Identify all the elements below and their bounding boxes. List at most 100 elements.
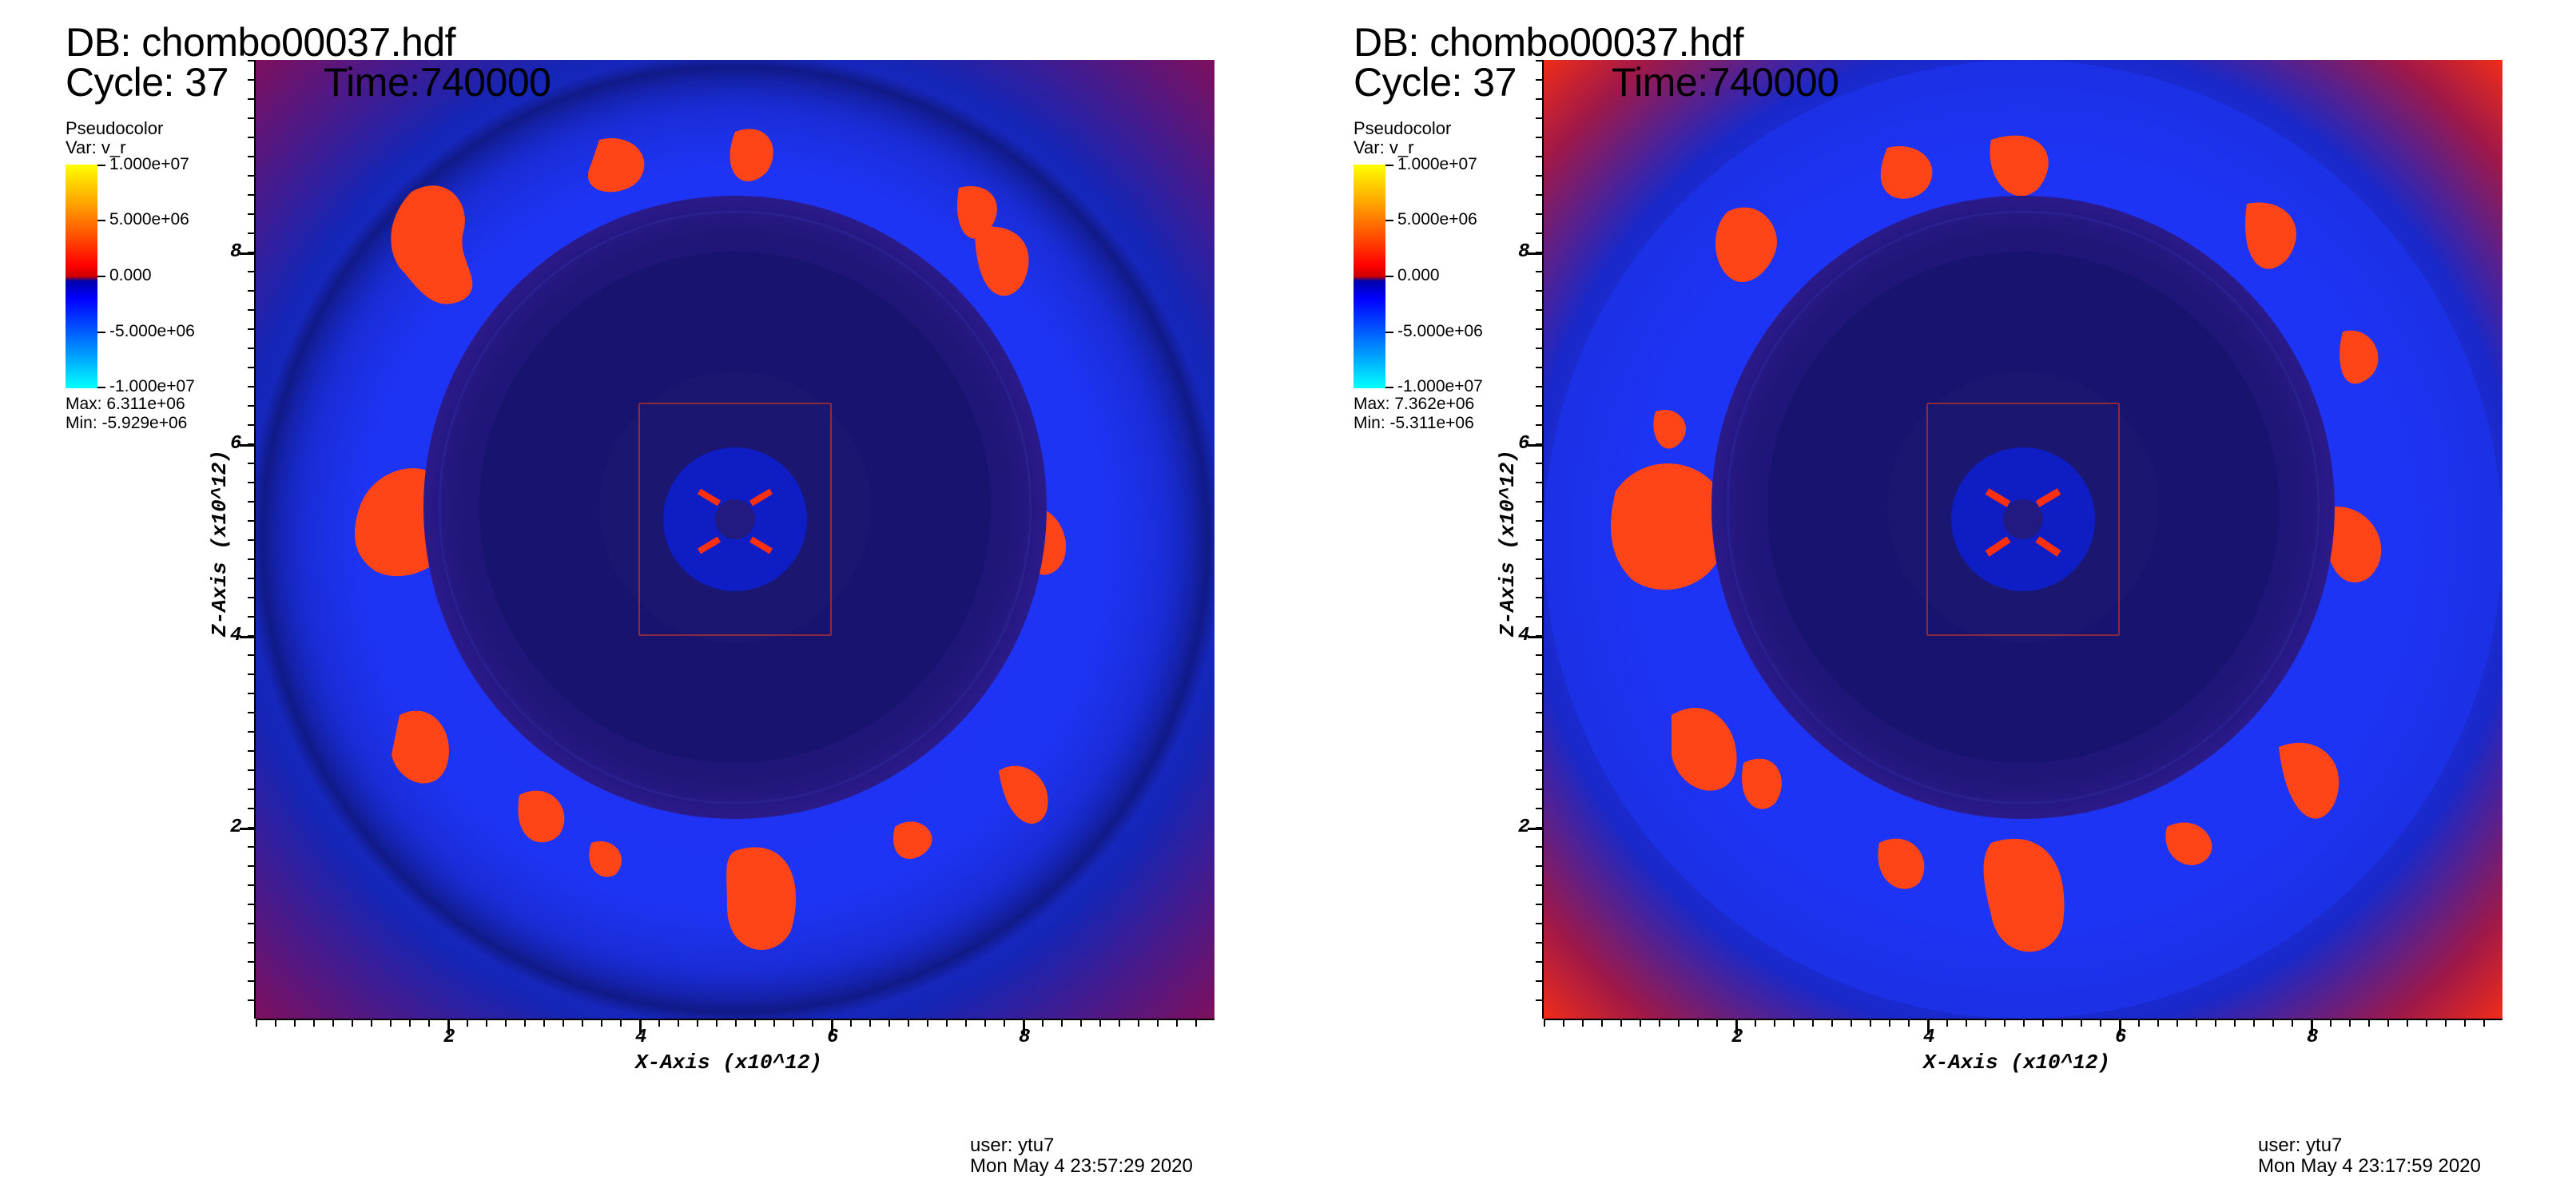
x-minor-tick [1195, 1020, 1197, 1027]
x-minor-tick [1812, 1020, 1814, 1027]
x-minor-tick [1640, 1020, 1641, 1027]
colorbar-label: 5.000e+06 [109, 210, 189, 228]
x-minor-tick [1023, 1020, 1024, 1027]
x-minor-tick [927, 1020, 928, 1027]
y-minor-tick [1536, 865, 1542, 867]
x-minor-tick [409, 1020, 411, 1027]
date-label: Mon May 4 23:57:29 2020 [970, 1155, 1193, 1177]
simulation-image [1544, 60, 2502, 1019]
y-minor-tick [248, 156, 254, 157]
y-tick [240, 828, 254, 830]
colorbar-label: -5.000e+06 [109, 322, 195, 340]
x-minor-tick [1870, 1020, 1871, 1027]
x-minor-tick [793, 1020, 794, 1027]
x-tick [831, 1020, 833, 1035]
y-minor-tick [248, 865, 254, 867]
x-tick [447, 1020, 450, 1035]
x-minor-tick [505, 1020, 507, 1027]
y-tick [240, 636, 254, 638]
y-minor-tick [1536, 137, 1542, 138]
x-minor-tick [1831, 1020, 1833, 1027]
y-minor-tick [1536, 424, 1542, 426]
x-minor-tick [1099, 1020, 1101, 1027]
x-minor-tick [1157, 1020, 1159, 1027]
x-minor-tick [2004, 1020, 2006, 1027]
x-minor-tick [869, 1020, 871, 1027]
y-minor-tick [1536, 616, 1542, 618]
y-minor-tick [1536, 789, 1542, 790]
colorbar-label: 1.000e+07 [109, 155, 189, 173]
y-minor-tick [1536, 482, 1542, 483]
db-title: DB: chombo00037.hdf [1354, 20, 1744, 65]
colorbar-label: -1.000e+07 [109, 377, 195, 395]
x-minor-tick [1061, 1020, 1063, 1027]
x-minor-tick [2292, 1020, 2293, 1027]
min-value: Min: -5.311e+06 [1354, 414, 1474, 432]
colorbar-label: 5.000e+06 [1397, 210, 1477, 228]
x-minor-tick [447, 1020, 449, 1027]
legend-var: Var: v_r [1354, 137, 1414, 157]
y-minor-tick [1536, 693, 1542, 694]
y-minor-tick [248, 616, 254, 618]
colorbar-tick [97, 332, 105, 333]
x-minor-tick [1080, 1020, 1082, 1027]
max-value: Max: 6.311e+06 [66, 395, 185, 413]
x-minor-tick [543, 1020, 545, 1027]
x-minor-tick [1927, 1020, 1929, 1027]
colorbar-tick [97, 276, 105, 277]
x-minor-tick [1735, 1020, 1737, 1027]
y-minor-tick [248, 980, 254, 982]
user-label: user: ytu7 [2258, 1134, 2343, 1156]
x-minor-tick [2311, 1020, 2312, 1027]
y-tick-label: 8 [1518, 241, 1530, 263]
x-minor-tick [888, 1020, 890, 1027]
y-minor-tick [248, 635, 254, 637]
y-minor-tick [248, 175, 254, 177]
user-label: user: ytu7 [970, 1134, 1055, 1156]
colorbar-label: 0.000 [1397, 266, 1440, 284]
y-minor-tick [248, 271, 254, 272]
y-minor-tick [1536, 405, 1542, 407]
x-minor-tick [1119, 1020, 1120, 1027]
x-minor-tick [908, 1020, 909, 1027]
y-minor-tick [1536, 98, 1542, 100]
y-minor-tick [248, 673, 254, 675]
x-minor-tick [486, 1020, 487, 1027]
x-tick [2119, 1020, 2121, 1035]
x-minor-tick [1889, 1020, 1890, 1027]
x-minor-tick [563, 1020, 564, 1027]
x-minor-tick [831, 1020, 833, 1027]
x-minor-tick [2081, 1020, 2082, 1027]
x-minor-tick [1544, 1020, 1545, 1027]
x-minor-tick [735, 1020, 737, 1027]
y-tick [240, 444, 254, 447]
time-label: Time:740000 [1612, 60, 1839, 105]
x-minor-tick [2253, 1020, 2255, 1027]
y-minor-tick [1536, 999, 1542, 1001]
y-minor-tick [1536, 884, 1542, 886]
x-minor-tick [428, 1020, 430, 1027]
y-minor-tick [248, 693, 254, 694]
x-minor-tick [2368, 1020, 2370, 1027]
x-tick [1927, 1020, 1930, 1035]
y-minor-tick [248, 79, 254, 81]
y-tick-label: 2 [1518, 817, 1530, 838]
x-tick-label: 8 [1019, 1027, 1031, 1048]
colorbar-tick [1385, 220, 1393, 221]
x-minor-tick [658, 1020, 660, 1027]
x-minor-tick [582, 1020, 583, 1027]
x-minor-tick [2157, 1020, 2159, 1027]
visit-panel-left: DB: chombo00037.hdf Cycle: 37 Time:74000… [66, 22, 1214, 1177]
y-minor-tick [1536, 769, 1542, 771]
x-minor-tick [2196, 1020, 2197, 1027]
colorbar-tick [1385, 387, 1393, 388]
y-minor-tick [1536, 232, 1542, 234]
y-minor-tick [1536, 271, 1542, 272]
y-minor-tick [248, 348, 254, 349]
y-minor-tick [248, 520, 254, 522]
y-minor-tick [248, 884, 254, 886]
y-minor-tick [1536, 443, 1542, 445]
x-minor-tick [754, 1020, 756, 1027]
y-minor-tick [248, 750, 254, 752]
y-minor-tick [248, 904, 254, 905]
